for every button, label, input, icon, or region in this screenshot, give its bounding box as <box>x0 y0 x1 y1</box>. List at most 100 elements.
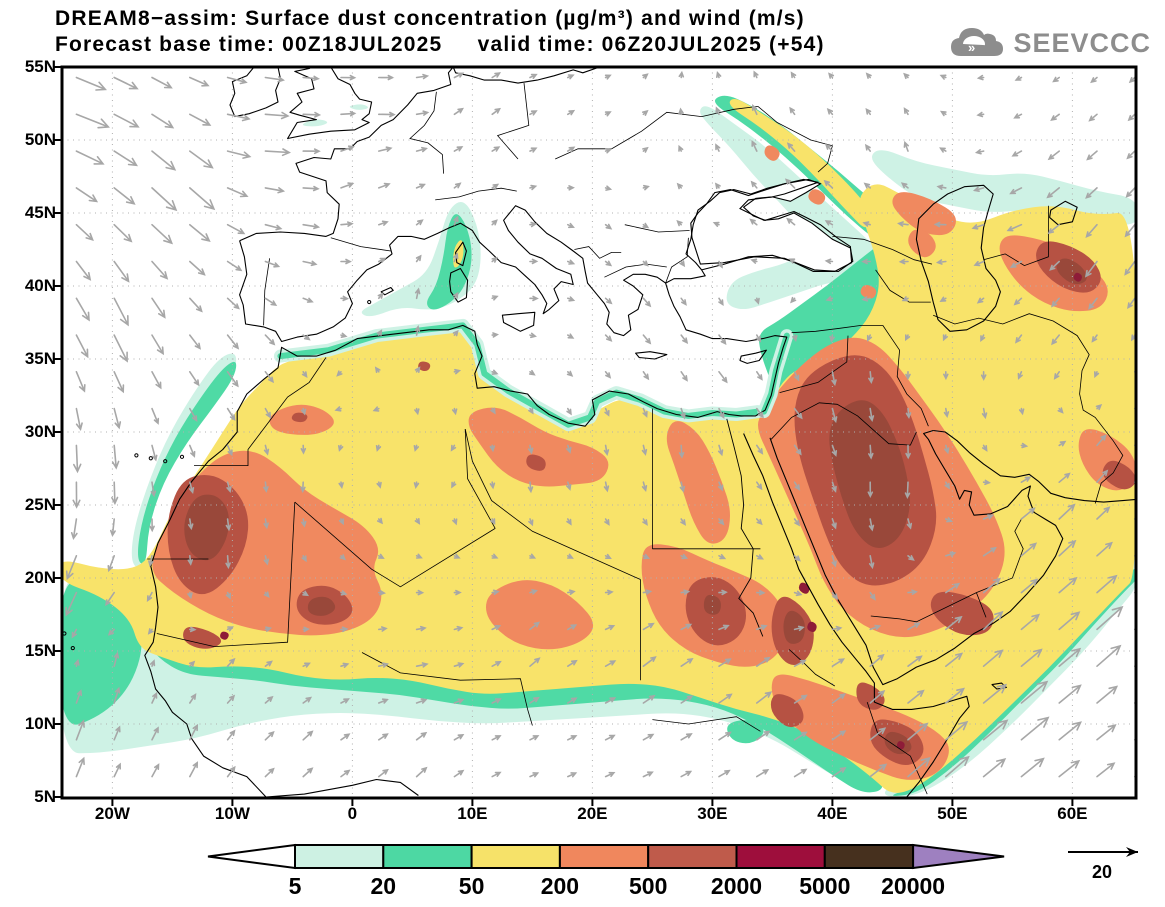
wind-arrow <box>756 444 764 455</box>
country-border <box>496 83 530 160</box>
coastline-denmark-baltic-coast <box>452 67 600 84</box>
legend-segment-50 <box>470 844 561 869</box>
wind-arrow <box>491 183 500 190</box>
wind-arrow <box>189 334 201 350</box>
wind-arrow <box>790 296 797 304</box>
wind-arrow <box>900 182 909 189</box>
lat-label-25N: 25N <box>24 495 56 514</box>
wind-arrow <box>1091 334 1098 343</box>
wind-arrow <box>147 628 154 635</box>
wind-arrow <box>415 662 429 668</box>
wind-arrow <box>792 334 798 342</box>
wind-arrow <box>1134 664 1136 667</box>
wind-arrow <box>378 589 387 596</box>
wind-arrow <box>756 554 765 560</box>
wind-arrow <box>935 259 947 265</box>
wind-arrow <box>528 518 534 527</box>
lon-label-30E: 30E <box>697 804 728 823</box>
dust-region-libya-arc-orange <box>468 407 609 487</box>
wind-arrow <box>378 768 389 778</box>
legend-label-5000: 5000 <box>799 873 850 899</box>
wind-arrow <box>982 758 1007 778</box>
wind-arrow <box>302 260 318 267</box>
wind-arrow <box>869 624 882 631</box>
coastline-arabia-peninsula-gulf <box>769 429 1064 686</box>
wind-arrow <box>75 150 105 165</box>
wind-arrow <box>976 74 985 81</box>
wind-arrow <box>226 113 251 122</box>
wind-arrow <box>225 518 232 532</box>
wind-arrow <box>113 334 128 363</box>
wind-arrow <box>676 182 683 190</box>
wind-arrow <box>755 334 762 343</box>
wind-arrow <box>340 662 350 668</box>
wind-arrow <box>750 258 758 264</box>
wind-arrow <box>678 70 685 79</box>
wind-arrow <box>107 555 115 573</box>
river-nile <box>726 418 764 637</box>
wind-arrow <box>642 656 657 667</box>
wind-arrow <box>1096 605 1124 631</box>
dust-region-mediterranean-plume-green <box>427 214 472 310</box>
wind-arrow <box>188 660 196 667</box>
wind-arrow <box>75 407 83 431</box>
wind-arrow <box>1020 613 1041 631</box>
wind-arrow <box>65 591 78 617</box>
graticule-layer <box>62 67 1136 798</box>
wind-arrow <box>1096 506 1111 520</box>
coastline-sardinia <box>449 267 469 303</box>
wind-arrow <box>788 258 796 264</box>
wind-arrow <box>414 518 421 525</box>
wind-arrow <box>75 689 83 704</box>
wind-arrow <box>529 696 540 704</box>
wind-arrow <box>491 107 502 116</box>
wind-arrow <box>529 110 538 116</box>
dust-region-sahel-band-green <box>144 626 883 793</box>
wind-arrow <box>982 546 997 557</box>
wind-arrow <box>826 108 834 116</box>
wind-arrow <box>415 183 426 189</box>
wind-arrow <box>676 219 683 227</box>
wind-arrow <box>527 444 534 455</box>
legend-segment-5 <box>294 844 385 869</box>
dust-region-mali-core-dark <box>307 596 336 616</box>
wind-arrow <box>642 73 649 80</box>
wind-arrow <box>302 223 321 230</box>
lon-label-40E: 40E <box>817 804 848 823</box>
wind-arrow <box>377 517 384 525</box>
wind-arrow <box>264 730 275 741</box>
wind-arrow <box>824 143 834 152</box>
wind-arrow <box>604 697 617 704</box>
wind-arrow <box>264 626 273 632</box>
wind-arrow <box>982 683 1008 704</box>
wind-arrow <box>491 660 502 667</box>
wind-arrow <box>904 481 911 499</box>
wind-arrow <box>376 329 383 336</box>
wind-arrow <box>71 628 78 639</box>
wind-arrow <box>378 74 395 81</box>
dust-region-atlantic-green <box>62 580 142 725</box>
wind-arrow <box>189 407 198 422</box>
wind-reference-arrow <box>1068 847 1138 857</box>
wind-arrow <box>642 589 653 595</box>
wind-arrow <box>642 184 650 191</box>
wind-arrow <box>529 295 539 302</box>
wind-arrow <box>149 518 155 533</box>
wind-arrow <box>65 555 78 581</box>
lat-label-55N: 55N <box>24 57 56 76</box>
legend-under-arrow <box>207 843 296 870</box>
wind-arrow <box>113 150 139 167</box>
wind-arrow <box>680 623 693 631</box>
wind-arrow <box>793 555 801 562</box>
wind-arrow <box>189 187 216 211</box>
wind-arrow <box>453 698 465 704</box>
wind-arrow <box>945 582 961 594</box>
country-border <box>665 237 689 284</box>
dust-region-ukraine-orange-speck1 <box>764 145 780 161</box>
country-border <box>263 258 270 326</box>
wind-arrow <box>1020 578 1039 594</box>
wind-arrow <box>74 658 80 667</box>
wind-arrow <box>567 333 575 339</box>
coastline-aral-sea <box>1049 200 1078 226</box>
